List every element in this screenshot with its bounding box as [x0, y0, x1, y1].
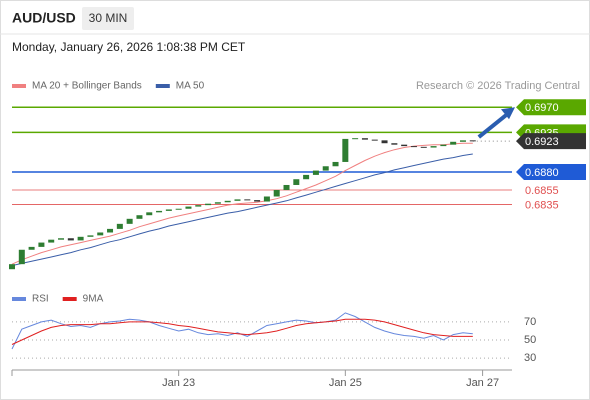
x-tick-label: Jan 27	[466, 377, 499, 389]
candle	[214, 202, 221, 204]
y-tick-label: 70	[524, 316, 536, 328]
y-tick-label: 30	[524, 352, 536, 364]
candle	[97, 232, 104, 236]
level-label: 0.6835	[525, 199, 559, 211]
candle	[205, 203, 212, 206]
candle	[381, 140, 388, 144]
candle	[312, 170, 319, 175]
candle	[165, 209, 172, 211]
x-tick-label: Jan 23	[162, 377, 195, 389]
interval: 30 MIN	[89, 11, 128, 25]
candle	[67, 238, 74, 241]
candle	[58, 238, 65, 240]
interval-box	[82, 7, 134, 30]
candle	[244, 199, 251, 201]
candle	[116, 223, 123, 229]
candle	[254, 200, 261, 202]
timestamp: Monday, January 26, 2026 1:08:38 PM CET	[12, 40, 246, 54]
indicator-line	[11, 318, 473, 345]
candle	[420, 146, 427, 148]
level-label: 0.6880	[525, 167, 559, 179]
candle	[361, 138, 368, 140]
candle	[48, 239, 55, 243]
candle	[450, 141, 457, 145]
candle	[283, 184, 290, 191]
candle	[430, 146, 437, 148]
candle	[410, 146, 417, 148]
candle	[146, 212, 153, 216]
legend-swatch	[12, 297, 26, 301]
y-tick-label: 50	[524, 334, 536, 346]
candle	[18, 249, 25, 265]
candle	[28, 246, 35, 250]
candle	[391, 143, 398, 145]
candle	[371, 139, 378, 141]
candle	[9, 264, 15, 270]
candle	[322, 166, 329, 171]
candle	[156, 210, 163, 213]
ma-line	[11, 142, 473, 265]
level-tag	[516, 164, 586, 181]
candle	[87, 235, 94, 237]
level-tag	[516, 133, 586, 150]
candle	[293, 179, 300, 185]
candle	[469, 140, 476, 142]
forecast-arrow	[477, 113, 508, 139]
candle	[175, 208, 182, 210]
legend-label: RSI	[32, 294, 49, 305]
candle	[332, 161, 339, 167]
candle	[459, 140, 466, 142]
candle	[352, 138, 359, 140]
level-label: 0.6855	[525, 185, 559, 197]
candle	[273, 190, 280, 197]
legend-label: MA 50	[176, 81, 205, 92]
candle	[224, 200, 231, 203]
legend-label: 9MA	[83, 294, 104, 305]
level-label: 0.6923	[525, 136, 559, 148]
candle	[234, 199, 241, 201]
candle	[126, 218, 133, 224]
legend-swatch	[155, 84, 170, 88]
x-tick-label: Jan 25	[329, 377, 362, 389]
candle	[185, 206, 192, 209]
legend-swatch	[62, 297, 77, 301]
legend-label: MA 20 + Bollinger Bands	[32, 81, 142, 92]
level-label: 0.6970	[525, 102, 559, 114]
symbol: AUD/USD	[12, 10, 76, 26]
candle	[136, 215, 143, 219]
candle	[107, 228, 114, 233]
candle	[77, 236, 84, 241]
candle	[195, 205, 202, 207]
candle	[342, 138, 349, 162]
candle	[38, 242, 45, 247]
level-tag	[516, 99, 586, 116]
forecast-arrowhead	[501, 107, 515, 120]
legend-swatch	[12, 84, 26, 88]
ma-line	[11, 153, 473, 267]
candle	[440, 144, 447, 147]
candle	[401, 144, 408, 147]
candle	[263, 196, 270, 202]
candle	[303, 174, 310, 180]
credit: Research © 2026 Trading Central	[416, 80, 580, 92]
